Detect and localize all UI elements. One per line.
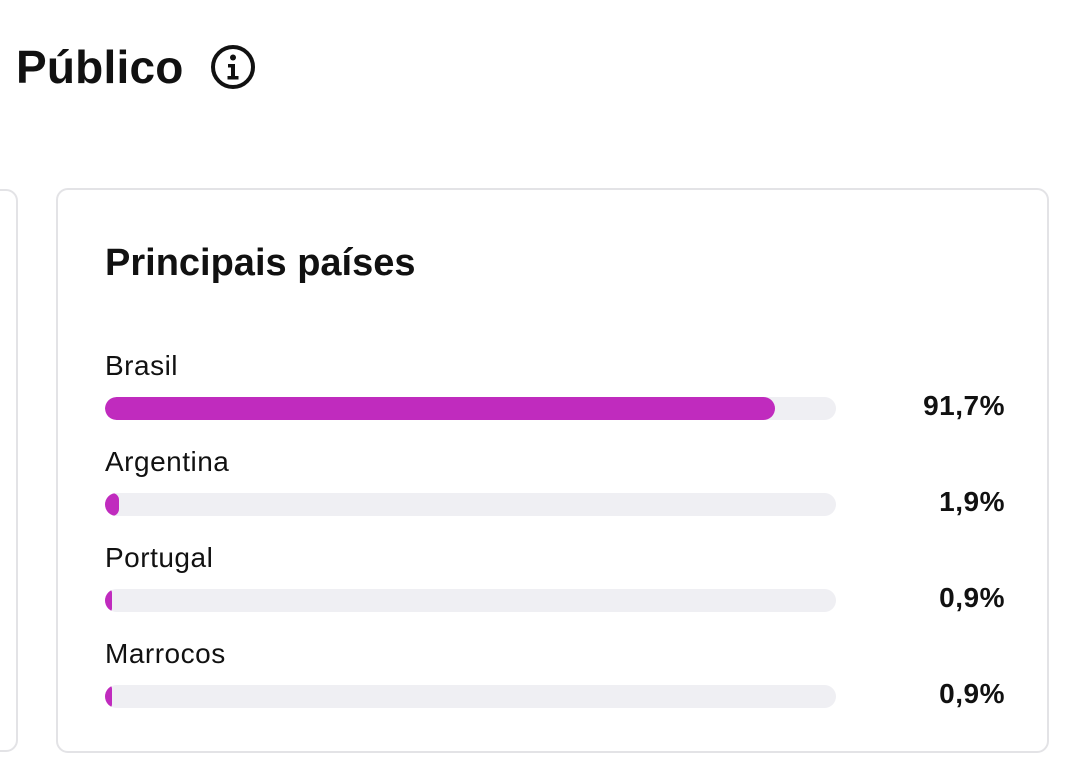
previous-card-edge <box>0 189 18 752</box>
country-row: Portugal 0,9% <box>105 540 1005 636</box>
progress-bar-fill <box>105 685 112 708</box>
country-percentage: 91,7% <box>923 390 1005 421</box>
country-row: Marrocos 0,9% <box>105 636 1005 732</box>
country-name: Portugal <box>105 542 214 573</box>
progress-bar-track <box>105 589 836 612</box>
country-list: Brasil 91,7% Argentina 1,9% Portugal 0,9… <box>105 348 1005 732</box>
progress-bar-track <box>105 493 836 516</box>
progress-bar-track <box>105 397 836 420</box>
page-title: Público <box>16 41 184 93</box>
country-row: Brasil 91,7% <box>105 348 1005 444</box>
country-percentage: 0,9% <box>939 678 1005 709</box>
page-header: Público <box>16 34 256 100</box>
card-title: Principais países <box>105 242 416 284</box>
country-name: Brasil <box>105 350 179 381</box>
country-name: Marrocos <box>105 638 226 669</box>
progress-bar-fill <box>105 589 112 612</box>
country-row: Argentina 1,9% <box>105 444 1005 540</box>
info-circle-icon[interactable] <box>210 44 256 90</box>
country-percentage: 0,9% <box>939 582 1005 613</box>
top-countries-card: Principais países Brasil 91,7% Argentina… <box>56 188 1049 753</box>
progress-bar-track <box>105 685 836 708</box>
progress-bar-fill <box>105 397 776 420</box>
country-percentage: 1,9% <box>939 486 1005 517</box>
country-name: Argentina <box>105 446 230 477</box>
progress-bar-fill <box>105 493 119 516</box>
